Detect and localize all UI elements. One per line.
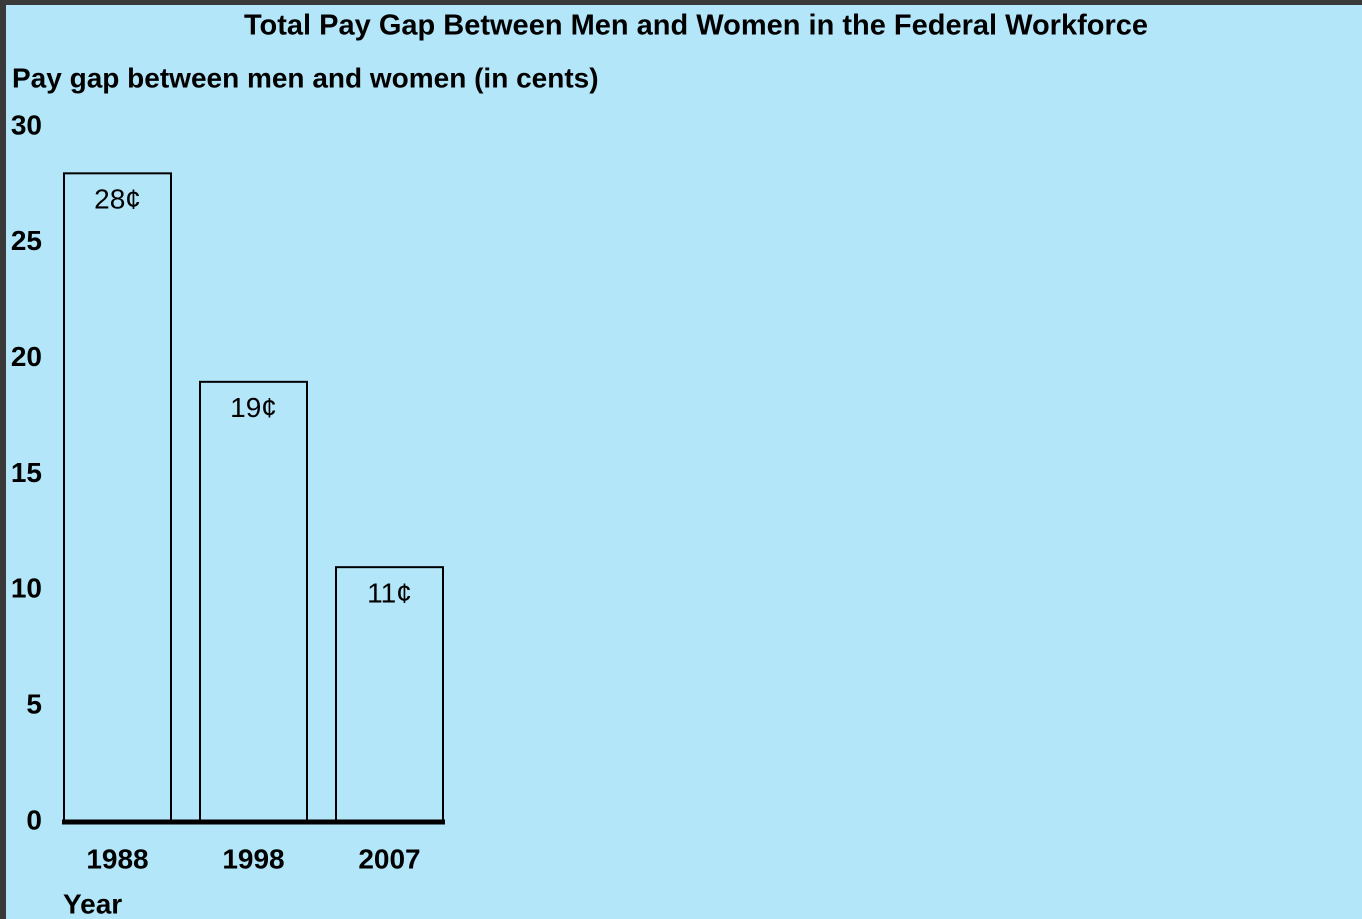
chart-title: Total Pay Gap Between Men and Women in t… bbox=[244, 10, 1148, 42]
chart: Total Pay Gap Between Men and Women in t… bbox=[6, 5, 1362, 919]
x-axis-label: Year bbox=[63, 888, 122, 919]
value-label: 19¢ bbox=[230, 392, 277, 423]
value-label: 28¢ bbox=[94, 184, 141, 215]
x-tick-label: 2007 bbox=[358, 843, 420, 874]
y-tick-label: 25 bbox=[11, 225, 42, 256]
y-tick-label: 20 bbox=[11, 341, 42, 372]
y-axis-label: Pay gap between men and women (in cents) bbox=[12, 62, 599, 93]
x-tick-label: 1988 bbox=[86, 843, 148, 874]
y-tick-label: 10 bbox=[11, 573, 42, 604]
y-tick-label: 30 bbox=[11, 109, 42, 140]
y-tick-label: 0 bbox=[26, 804, 42, 835]
value-label: 11¢ bbox=[367, 578, 412, 609]
y-tick-label: 15 bbox=[11, 457, 42, 488]
x-tick-label: 1998 bbox=[222, 843, 284, 874]
bar bbox=[199, 380, 308, 823]
bar bbox=[63, 172, 172, 824]
y-tick-label: 5 bbox=[26, 689, 42, 720]
bar bbox=[335, 566, 444, 824]
